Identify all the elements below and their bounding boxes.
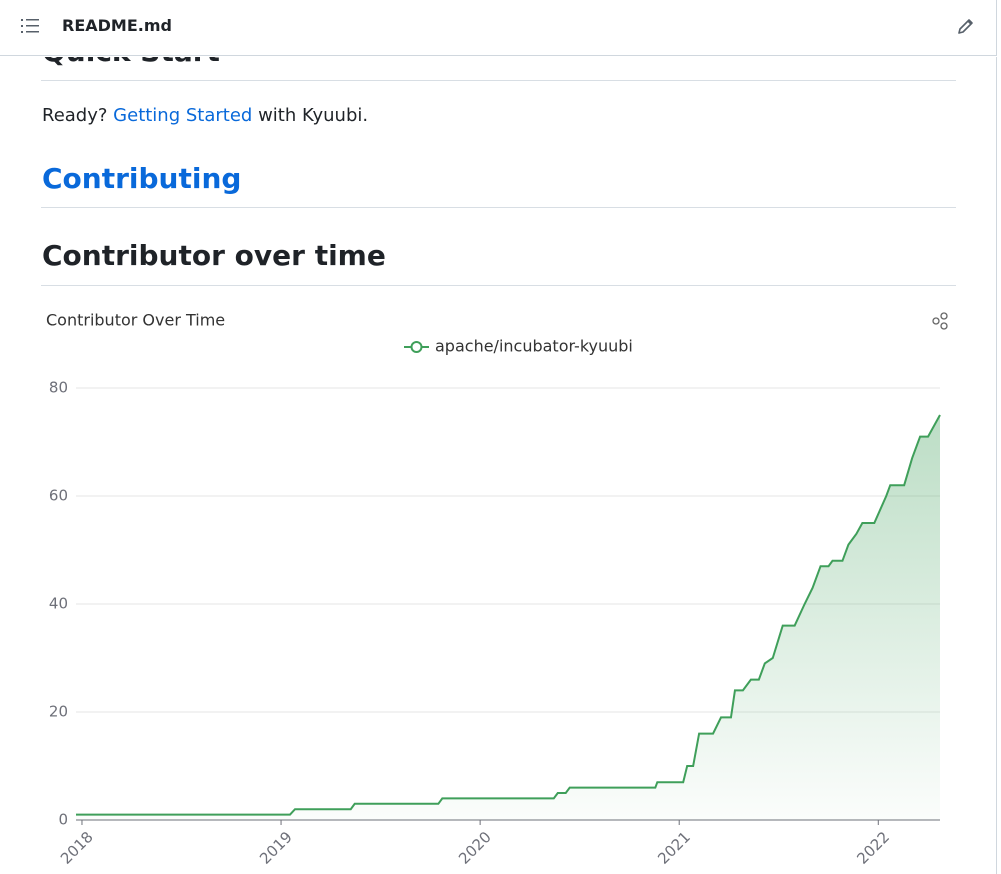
y-tick-label: 80	[49, 379, 68, 397]
edit-icon[interactable]	[956, 16, 976, 36]
x-tick-label: 2022	[853, 828, 893, 868]
y-tick-label: 60	[49, 487, 68, 505]
share-icon[interactable]	[932, 312, 948, 330]
file-header: README.md	[0, 0, 997, 56]
y-tick-label: 40	[49, 595, 68, 613]
line	[76, 414, 941, 816]
heading: Quick Start	[42, 57, 220, 68]
legend-marker	[410, 341, 423, 353]
readme-body: Quick Start Ready? Getting Started with …	[0, 57, 997, 874]
text: with Kyuubi.	[258, 105, 369, 126]
heading-link[interactable]: Contributing	[42, 162, 242, 195]
x-tick-label: 2019	[256, 828, 296, 868]
x-tick-label: 2018	[57, 828, 97, 868]
area	[76, 415, 940, 820]
chart: Contributor Over Time 0 20 40 60 80 2018 2019 2…	[46, 311, 948, 868]
legend-label: apache/incubator-kyuubi	[435, 337, 633, 356]
divider	[41, 80, 956, 81]
x-tick-label: 2020	[455, 828, 495, 868]
divider	[41, 207, 956, 208]
divider	[41, 285, 956, 286]
file-name: README.md	[62, 16, 172, 35]
heading: Contributor over time	[42, 239, 386, 272]
y-tick-label: 20	[49, 703, 68, 721]
link[interactable]: Getting Started	[113, 105, 253, 126]
y-tick-label: 0	[58, 811, 68, 829]
text: Ready?	[42, 105, 108, 126]
chart-title: Contributor Over Time	[46, 311, 225, 330]
x-tick-label: 2021	[654, 828, 694, 868]
outline-icon[interactable]	[21, 18, 41, 34]
paragraph: Ready? Getting Started with Kyuubi.	[42, 105, 368, 126]
